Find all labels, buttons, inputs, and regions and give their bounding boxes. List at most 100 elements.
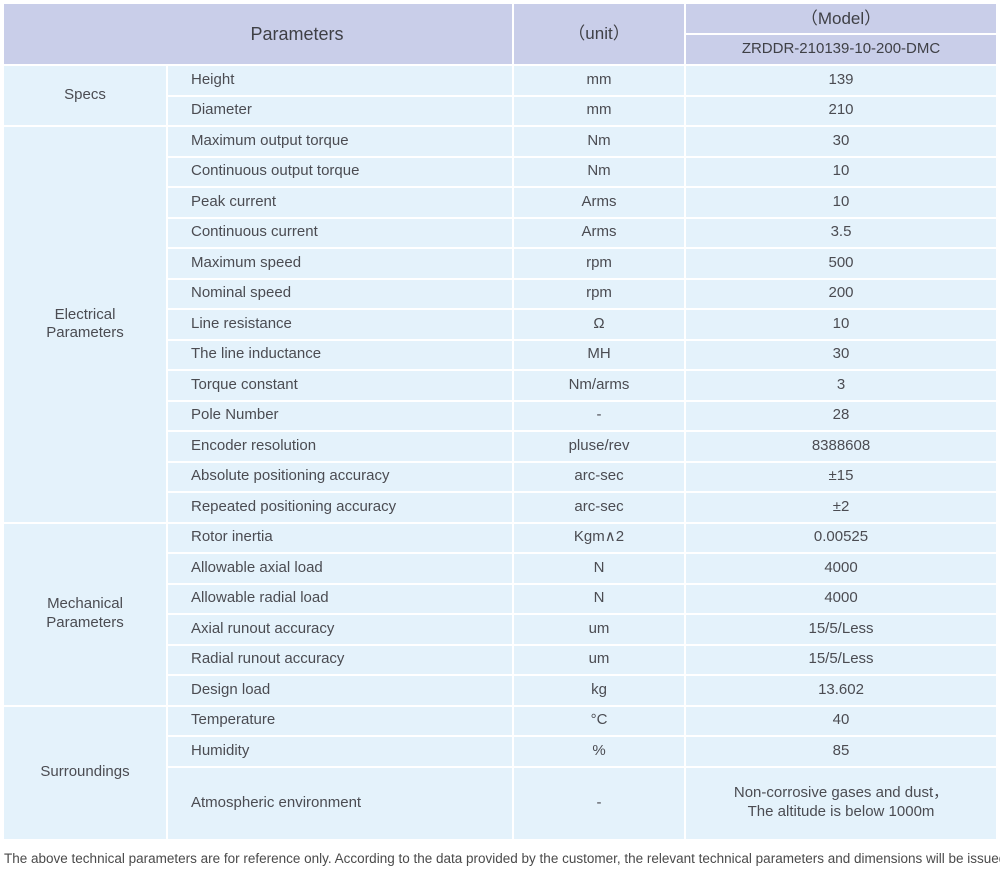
table-row: Torque constant Nm/arms 3 xyxy=(4,371,997,400)
unit-cell: pluse/rev xyxy=(514,432,685,461)
table-row: Peak current Arms 10 xyxy=(4,188,997,217)
unit-cell: arc-sec xyxy=(514,493,685,522)
unit-cell: Nm/arms xyxy=(514,371,685,400)
unit-cell: arc-sec xyxy=(514,462,685,491)
param-cell: Axial runout accuracy xyxy=(168,615,513,644)
table-row: Continuous current Arms 3.5 xyxy=(4,218,997,247)
param-cell: Height xyxy=(168,66,513,95)
param-cell: Atmospheric environment xyxy=(168,767,513,839)
param-cell: Line resistance xyxy=(168,310,513,339)
table-row: Specs Height mm 139 xyxy=(4,66,997,125)
param-cell: Absolute positioning accuracy xyxy=(168,462,513,491)
table-row: Repeated positioning accuracy arc-sec ±2 xyxy=(4,493,997,522)
param-cell: Pole Number xyxy=(168,401,513,430)
table-row: Absolute positioning accuracy arc-sec ±15 xyxy=(4,462,997,491)
unit-cell: % xyxy=(514,737,685,766)
value-cell: 10 xyxy=(686,157,997,186)
value-cell: 28 xyxy=(686,401,997,430)
value-cell: 85 xyxy=(686,737,997,766)
section-cell: Surroundings xyxy=(4,706,166,839)
table-row: Humidity% 85 xyxy=(4,737,997,766)
unit-cell: Arms xyxy=(514,218,685,247)
value-cell: 3.5 xyxy=(686,218,997,247)
value-cell: ±2 xyxy=(686,493,997,522)
value-cell: 4000 xyxy=(686,554,997,583)
param-cell: Diameter xyxy=(168,96,513,125)
unit-cell: Nm xyxy=(514,127,685,156)
table-row: Allowable axial load N 4000 xyxy=(4,554,997,583)
unit-cell: - xyxy=(514,767,685,839)
value-cell: 40 xyxy=(686,706,997,735)
model-number: ZRDDR-210139-10-200-DMC xyxy=(686,35,997,64)
unit-header: （unit） xyxy=(514,4,685,64)
table-row: Allowable radial load N 4000 xyxy=(4,584,997,613)
param-cell: Radial runout accuracy xyxy=(168,645,513,674)
unit-cell: MH xyxy=(514,340,685,369)
table-row: Pole Number -28 xyxy=(4,401,997,430)
value-cell: 15/5/Less xyxy=(686,615,997,644)
table-row: Electrical Parameters Maximum output torq… xyxy=(4,127,997,522)
unit-cell: Nm xyxy=(514,157,685,186)
section-cell: Mechanical Parameters xyxy=(4,523,166,705)
param-cell: Peak current xyxy=(168,188,513,217)
param-cell: Rotor inertia xyxy=(168,523,513,552)
table-row: Radial runout accuracy um 15/5/Less xyxy=(4,645,997,674)
spec-table: Parameters （unit） （Model） ZRDDR-210139-1… xyxy=(2,2,998,841)
model-header: （Model） xyxy=(686,4,997,33)
table-row: Axial runout accuracy um 15/5/Less xyxy=(4,615,997,644)
parameters-header: Parameters xyxy=(4,4,513,64)
value-cell: 3 xyxy=(686,371,997,400)
unit-cell: °C xyxy=(514,706,685,735)
unit-cell: mm xyxy=(514,66,685,95)
unit-cell: mm xyxy=(514,96,685,125)
value-cell: 30 xyxy=(686,127,997,156)
unit-cell: Arms xyxy=(514,188,685,217)
value-cell: 13.602 xyxy=(686,676,997,705)
unit-cell: um xyxy=(514,615,685,644)
value-cell: 8388608 xyxy=(686,432,997,461)
table-row: Line resistance Ω 10 xyxy=(4,310,997,339)
param-cell: Repeated positioning accuracy xyxy=(168,493,513,522)
footer-note: The above technical parameters are for r… xyxy=(4,850,1000,866)
table-row: Mechanical Parameters Rotor inertia Kgm∧2 0… xyxy=(4,523,997,705)
param-cell: Allowable radial load xyxy=(168,584,513,613)
value-cell: 210 xyxy=(686,96,997,125)
param-cell: Continuous output torque xyxy=(168,157,513,186)
table-row: Maximum speed rpm 500 xyxy=(4,249,997,278)
unit-cell: N xyxy=(514,554,685,583)
section-cell: Specs xyxy=(4,66,166,125)
param-cell: Maximum speed xyxy=(168,249,513,278)
value-cell: 139 xyxy=(686,66,997,95)
param-cell: The line inductance xyxy=(168,340,513,369)
param-cell: Design load xyxy=(168,676,513,705)
unit-cell: Kgm∧2 xyxy=(514,523,685,552)
table-row: Nominal speed rpm 200 xyxy=(4,279,997,308)
table-row: Diameter mm 210 xyxy=(4,96,997,125)
table-row: The line inductance MH 30 xyxy=(4,340,997,369)
value-cell: 4000 xyxy=(686,584,997,613)
param-cell: Humidity xyxy=(168,737,513,766)
unit-cell: rpm xyxy=(514,279,685,308)
value-cell: 15/5/Less xyxy=(686,645,997,674)
section-cell: Electrical Parameters xyxy=(4,127,166,522)
table-row: Encoder resolution pluse/rev 8388608 xyxy=(4,432,997,461)
value-cell: 0.00525 xyxy=(686,523,997,552)
table-row: Surroundings Temperature °C 40 xyxy=(4,706,997,839)
param-cell: Temperature xyxy=(168,706,513,735)
unit-cell: - xyxy=(514,401,685,430)
value-cell: 30 xyxy=(686,340,997,369)
param-cell: Nominal speed xyxy=(168,279,513,308)
param-cell: Torque constant xyxy=(168,371,513,400)
value-cell: Non-corrosive gases and dust， The altitu… xyxy=(686,767,997,839)
value-cell: 10 xyxy=(686,310,997,339)
param-cell: Continuous current xyxy=(168,218,513,247)
unit-cell: um xyxy=(514,645,685,674)
unit-cell: N xyxy=(514,584,685,613)
unit-cell: Ω xyxy=(514,310,685,339)
table-row: Atmospheric environment - Non-corrosive ga… xyxy=(4,767,997,839)
param-cell: Encoder resolution xyxy=(168,432,513,461)
param-cell: Allowable axial load xyxy=(168,554,513,583)
table-row: Design load kg 13.602 xyxy=(4,676,997,705)
value-cell: 200 xyxy=(686,279,997,308)
